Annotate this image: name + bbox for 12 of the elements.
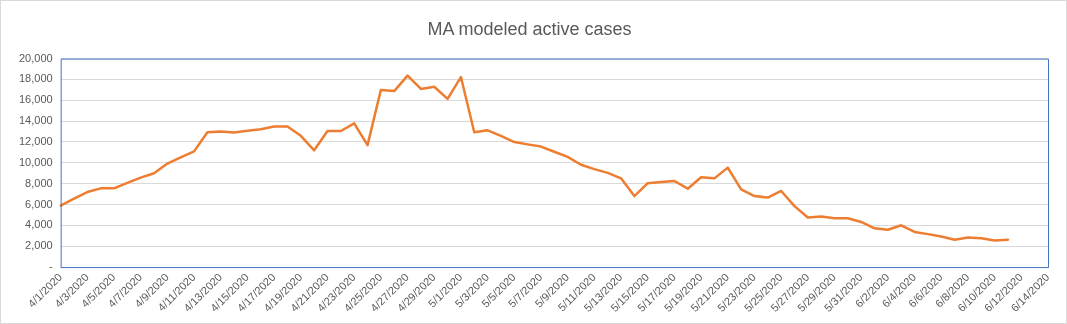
chart-title: MA modeled active cases (427, 18, 632, 39)
y-tick-label: 14,000 (18, 114, 53, 127)
y-tick-label: 4,000 (25, 218, 53, 231)
y-tick-label: 10,000 (18, 155, 53, 168)
y-tick-label: 12,000 (18, 135, 53, 148)
y-tick-label: 16,000 (18, 93, 53, 106)
y-tick-label: 18,000 (18, 72, 53, 85)
y-tick-label: 20,000 (18, 51, 53, 64)
y-tick-label: - (48, 260, 53, 273)
y-tick-label: 8,000 (25, 176, 53, 189)
y-tick-label: 6,000 (25, 197, 53, 210)
y-tick-label: 2,000 (25, 239, 53, 252)
